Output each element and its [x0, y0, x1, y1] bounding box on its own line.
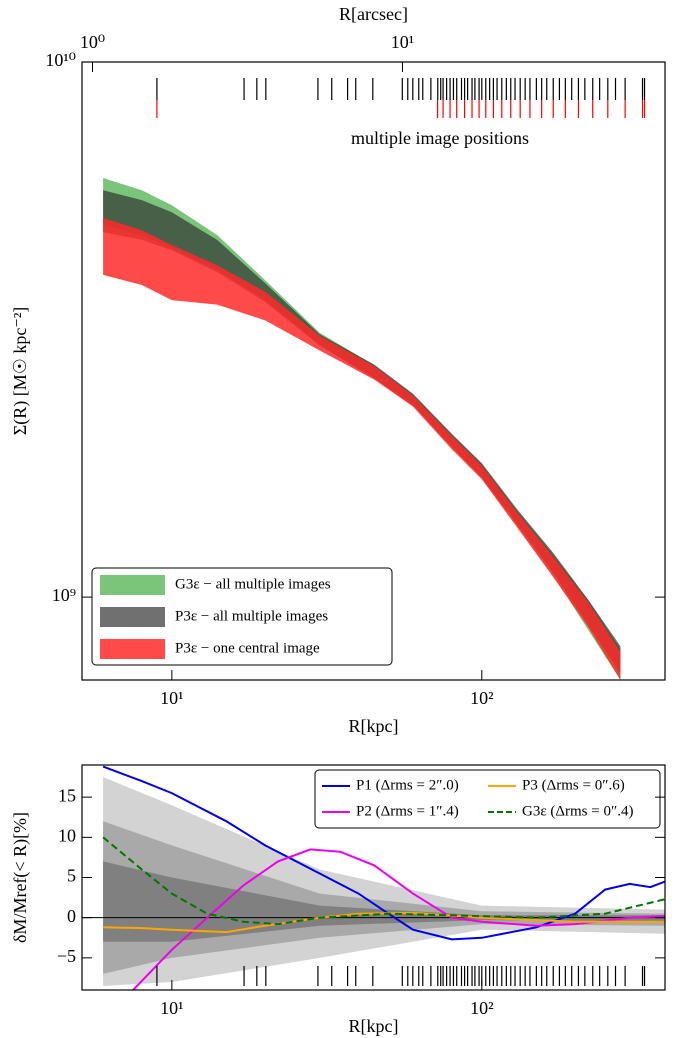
x-tick-label: 10²	[470, 998, 493, 1018]
band	[103, 218, 621, 680]
x-label: R[kpc]	[349, 1016, 399, 1036]
legend-box	[91, 567, 393, 666]
x-tick-label: 10²	[470, 688, 493, 708]
line	[102, 836, 665, 926]
y-tick-label: 15	[58, 785, 76, 805]
legend-label: P3ε − all multiple images	[175, 608, 328, 624]
y-tick-label: 0	[67, 906, 76, 926]
x-tick-label: 10¹	[160, 998, 183, 1018]
legend-label: P3 (Δrms = 0″.6)	[522, 777, 625, 793]
legend-swatch	[100, 575, 165, 595]
legend-label: G3ε (Δrms = 0″.4)	[522, 803, 633, 819]
y-tick-label: 10	[58, 825, 76, 845]
x-label: R[kpc]	[349, 716, 399, 736]
y-tick-label: −5	[57, 946, 76, 966]
legend-label: P2 (Δrms = 1″.4)	[356, 803, 459, 819]
x2-tick-label: 10¹	[391, 32, 414, 52]
annotation: multiple image positions	[351, 128, 529, 148]
legend-label: P3ε − one central image	[175, 640, 320, 656]
y-tick-label: 10¹⁰	[45, 50, 76, 70]
legend-label: G3ε − all multiple images	[175, 576, 331, 592]
y-label: δM/Mref(< R)[%]	[10, 812, 31, 943]
legend-swatch	[100, 639, 165, 659]
x2-tick-label: 10⁰	[80, 32, 105, 52]
line	[102, 765, 665, 941]
y-tick-label: 10⁹	[52, 585, 76, 605]
y-label: Σ(R) [M☉ kpc⁻²]	[10, 307, 31, 436]
legend-label: P1 (Δrms = 2″.0)	[356, 777, 459, 793]
x-tick-label: 10¹	[160, 688, 183, 708]
legend-swatch	[100, 607, 165, 627]
x2-label: R[arcsec]	[339, 4, 408, 24]
axes-frame	[81, 61, 666, 681]
band	[103, 821, 665, 974]
y-tick-label: 5	[67, 866, 76, 886]
legend-box	[314, 769, 661, 829]
line	[132, 848, 665, 990]
